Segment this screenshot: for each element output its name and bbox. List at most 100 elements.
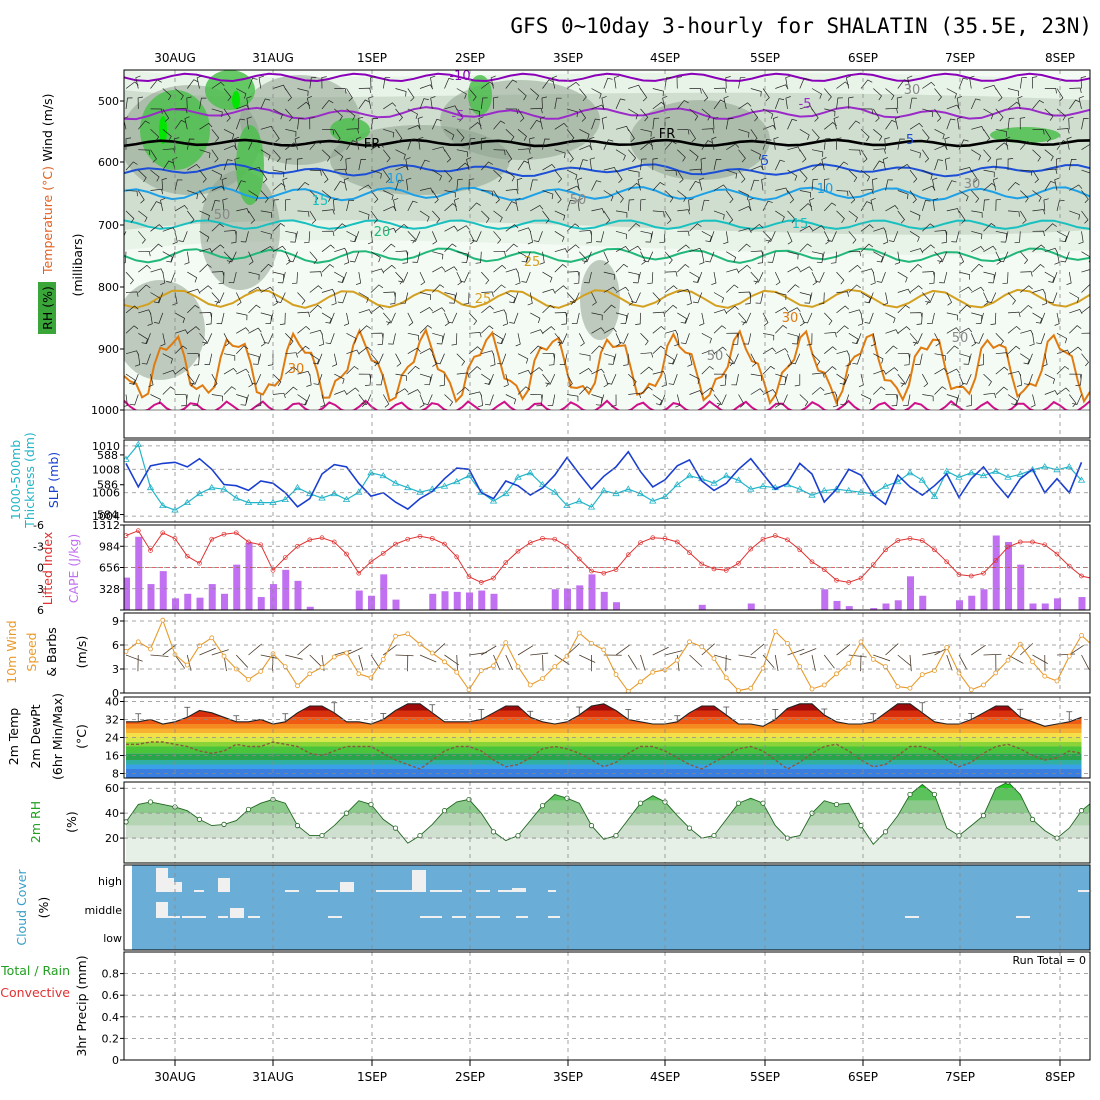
wind-barb	[422, 394, 433, 406]
wind-barb	[790, 353, 801, 365]
wind-barb	[542, 138, 550, 150]
rh2m-point	[980, 813, 987, 819]
wind-barb	[664, 77, 672, 89]
thickness-point	[514, 473, 522, 480]
thickness-line	[125, 443, 1082, 511]
wind-barb	[738, 312, 747, 326]
wind-barb	[726, 305, 739, 314]
wind-barb	[589, 136, 595, 150]
wind-barb	[236, 312, 248, 321]
wind-barb	[799, 149, 807, 163]
wind-barb	[909, 97, 918, 109]
wind10-barb	[652, 646, 669, 656]
wind-barb	[1020, 271, 1033, 277]
wind-barb	[787, 251, 799, 260]
cape-bar	[368, 595, 375, 610]
wind-barb	[1054, 251, 1060, 265]
wind-barb	[199, 248, 213, 254]
wind-barb	[804, 292, 813, 304]
wind-barb	[358, 159, 367, 171]
cape-bar	[453, 591, 461, 610]
rh2m-plot	[124, 782, 1090, 863]
li-point	[858, 575, 864, 581]
wind10-barb	[493, 654, 501, 671]
li-point	[552, 536, 558, 542]
wind-barb	[444, 149, 452, 163]
wind-barb	[407, 231, 416, 244]
wind-barb	[640, 366, 654, 375]
wind-barb	[922, 271, 935, 277]
temp-max-tick	[282, 713, 289, 722]
wind-barb	[627, 292, 634, 306]
wind-barb	[258, 75, 265, 89]
wind-barb	[823, 138, 831, 150]
rh2m-point	[294, 823, 301, 829]
wind-barb	[419, 325, 432, 334]
wind-barb	[478, 116, 484, 130]
wind-barb	[218, 272, 225, 285]
wind-barb	[248, 139, 259, 150]
wind-barb	[493, 96, 499, 109]
date-top-7: 6SEP	[848, 51, 878, 65]
temp-max-tick	[380, 713, 387, 720]
date-top-8: 7SEP	[945, 51, 975, 65]
wind10-barb	[689, 654, 703, 667]
wind-barb	[248, 327, 262, 334]
wind10-barb	[774, 654, 779, 672]
thickness-point	[391, 479, 400, 486]
wind-barb	[870, 272, 876, 286]
wind-barb	[275, 292, 286, 304]
li-point	[1066, 563, 1072, 569]
wind-barb	[731, 374, 739, 386]
wind-barb	[961, 373, 972, 385]
wind-barb	[603, 327, 617, 334]
wind-barb	[530, 367, 543, 375]
wind-barb	[138, 210, 148, 223]
wind-barb	[181, 394, 188, 407]
wind-barb	[873, 148, 886, 154]
wind-barb	[591, 208, 605, 214]
wind-barb	[284, 198, 291, 211]
wind-barb	[858, 374, 865, 388]
wind-barb	[419, 348, 434, 355]
wind-barb	[811, 372, 825, 378]
wind-barb	[946, 345, 959, 354]
wind-barb	[291, 272, 298, 285]
wind10-barb	[395, 654, 414, 657]
wind-barb	[333, 198, 339, 211]
wind-barb	[138, 284, 151, 293]
cape-bar	[355, 590, 363, 610]
cloud-a-label-0: Cloud Cover	[14, 869, 29, 946]
cape-bar	[429, 593, 437, 610]
wind-barb	[614, 75, 620, 89]
wind-barb	[995, 352, 1009, 358]
wind-barb	[897, 288, 911, 294]
wind10-barb	[1081, 654, 1090, 670]
wind-barb	[773, 116, 779, 130]
wind-barb	[383, 169, 391, 183]
wind-barb	[223, 128, 235, 140]
precip-ytick-0: 0.8	[102, 968, 120, 981]
wind-barb	[794, 374, 801, 387]
wind10-barb	[505, 654, 513, 671]
cloud-level-middle: middle	[84, 904, 122, 917]
li-point	[1017, 539, 1023, 545]
cape-bar	[968, 595, 976, 610]
wind-barb	[124, 116, 129, 130]
rh2m-point	[392, 825, 399, 831]
wind-barb	[263, 333, 274, 344]
wind-barb	[444, 190, 456, 198]
wind-barb	[370, 305, 384, 314]
wind-barb	[1017, 95, 1023, 109]
isotherm-label-14: 30	[782, 311, 799, 326]
wind-barb	[603, 271, 615, 280]
wind-barb	[689, 373, 700, 384]
wind-barb	[193, 353, 200, 366]
wind-barb	[480, 97, 488, 109]
wind-barb	[750, 149, 762, 160]
wind-barb	[566, 244, 580, 252]
wind-barb	[664, 285, 678, 293]
wind10-barb	[897, 654, 912, 667]
wind-barb	[407, 88, 415, 102]
cape-bar	[992, 535, 1000, 610]
